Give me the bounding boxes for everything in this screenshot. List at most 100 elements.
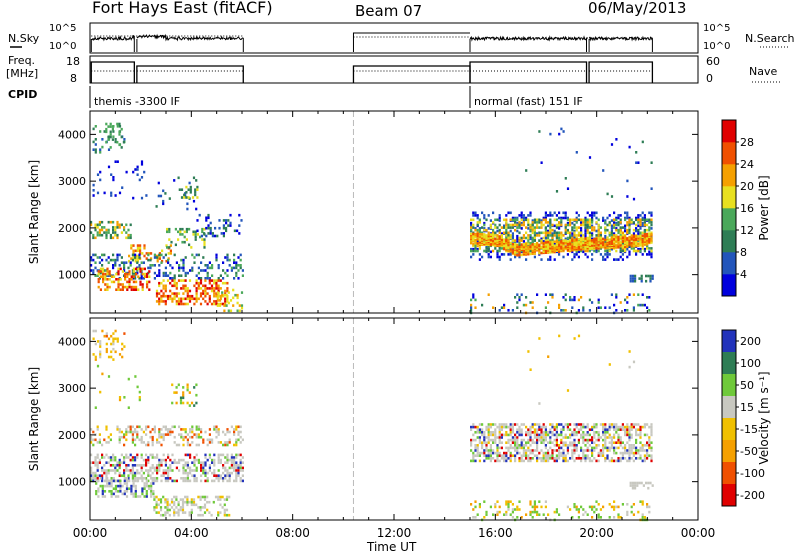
power-cell [140, 277, 143, 280]
velocity-cell [233, 428, 236, 431]
velocity-cell [602, 431, 605, 434]
power-cell [498, 309, 501, 312]
power-cell [186, 297, 189, 301]
velocity-cell [164, 471, 167, 475]
power-cell [110, 280, 113, 284]
velocity-cell [193, 404, 196, 407]
power-cell [496, 249, 499, 253]
power-cell [500, 234, 503, 237]
velocity-cell [558, 449, 561, 452]
velocity-cell [177, 511, 180, 514]
freq-trace-0 [90, 61, 135, 83]
power-cell [602, 216, 605, 220]
velocity-cell [474, 505, 477, 509]
power-cell [147, 253, 150, 257]
power-cell [143, 246, 146, 250]
velocity-cell [189, 435, 192, 439]
velocity-cell [112, 340, 115, 343]
power-cell [564, 237, 567, 241]
power-cell [586, 221, 589, 224]
velocity-cell [538, 337, 541, 340]
power-cell [153, 264, 156, 267]
power-cell [116, 160, 119, 163]
power-cell [571, 298, 574, 302]
power-cell [591, 228, 594, 232]
power-cell [507, 234, 510, 237]
power-cell [527, 218, 530, 222]
power-cell [470, 255, 473, 259]
velocity-cell [597, 433, 600, 437]
power-cell [481, 226, 484, 229]
power-cell [180, 258, 183, 262]
velocity-cell [151, 466, 154, 470]
power-cell [604, 234, 607, 238]
velocity-cell [516, 516, 519, 519]
power-cell [536, 221, 539, 224]
velocity-cell [630, 449, 633, 452]
velocity-cell [131, 435, 134, 439]
velocity-cell [538, 436, 541, 439]
velocity-cell [241, 466, 244, 470]
power-cell [210, 302, 214, 306]
velocity-cell [481, 441, 484, 444]
power-band-cell [472, 232, 475, 236]
power-cell [178, 264, 181, 267]
velocity-cell [529, 500, 532, 503]
velocity-cell [522, 454, 525, 457]
velocity-cell [522, 444, 525, 447]
velocity-cell [584, 444, 587, 447]
velocity-cell [103, 484, 107, 488]
power-cell [478, 247, 481, 250]
velocity-cell [152, 482, 155, 485]
power-cell [569, 223, 572, 227]
power-cell [238, 309, 241, 313]
power-cell [639, 218, 642, 222]
power-cell [134, 256, 137, 259]
velocity-cell [203, 495, 207, 499]
power-cell [140, 269, 143, 272]
power-cell [191, 196, 195, 199]
velocity-cell [230, 471, 233, 475]
power-cell [180, 196, 184, 199]
power-cell [503, 303, 506, 307]
power-cell [577, 234, 580, 237]
velocity-cell [509, 425, 512, 429]
power-cell [227, 219, 230, 222]
velocity-cell [129, 471, 132, 475]
power-cell [236, 229, 239, 233]
power-band-cell [544, 249, 547, 252]
power-cell [571, 232, 574, 235]
velocity-cell [201, 506, 204, 509]
power-cell [474, 211, 477, 215]
date-title: 06/May/2013 [588, 0, 686, 17]
power-cell [588, 234, 591, 237]
velocity-cell [140, 456, 143, 459]
velocity-cell [635, 449, 638, 452]
power-cell [174, 227, 177, 231]
power-cell [114, 160, 117, 163]
power-band-cell [571, 244, 574, 248]
power-band-cell [641, 234, 644, 237]
power-cell [542, 223, 545, 227]
power-cell [195, 253, 198, 257]
power-cell [140, 176, 144, 179]
power-cell [650, 221, 653, 224]
velocity-cell [483, 451, 486, 455]
velocity-cell [514, 436, 517, 439]
power-cell [591, 224, 594, 228]
velocity-cell [624, 449, 627, 452]
power-cell [606, 249, 609, 253]
velocity-cell [536, 505, 539, 509]
velocity-cell [94, 477, 97, 480]
velocity-cell [542, 441, 545, 444]
power-cell [98, 228, 101, 232]
velocity-cell [599, 508, 602, 511]
velocity-cell [489, 431, 492, 434]
power-cell [180, 287, 183, 290]
nave-label: Nave [749, 65, 777, 78]
velocity-cell [529, 431, 532, 434]
velocity-cell [224, 474, 227, 477]
power-cell [206, 302, 209, 306]
velocity-cell [147, 456, 150, 459]
velocity-cell [215, 425, 218, 429]
